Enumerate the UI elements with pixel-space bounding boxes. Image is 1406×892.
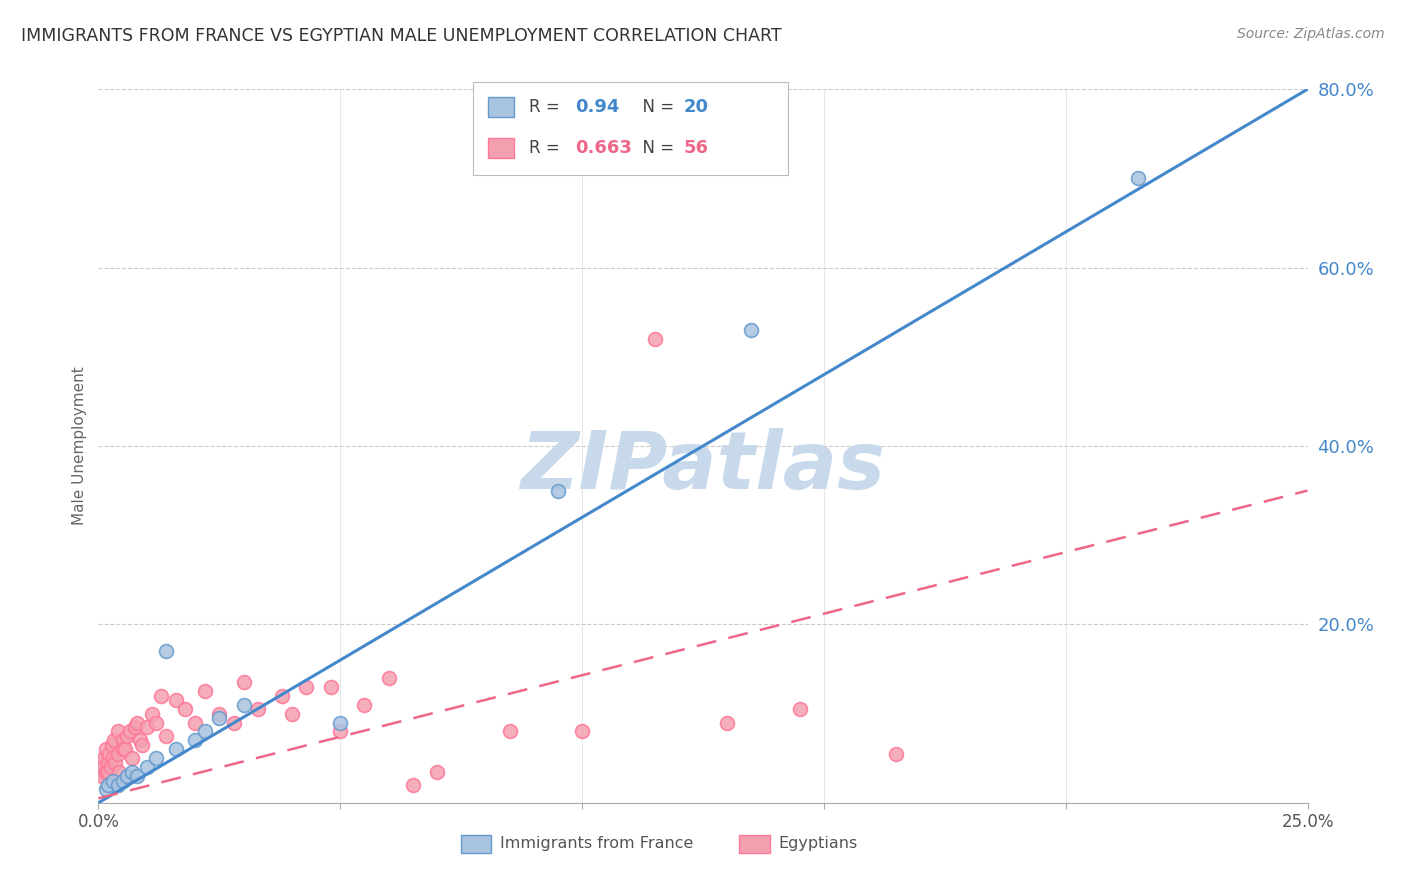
Point	[124, 720, 146, 734]
FancyBboxPatch shape	[740, 835, 769, 853]
FancyBboxPatch shape	[488, 97, 515, 118]
Point	[121, 751, 143, 765]
FancyBboxPatch shape	[461, 835, 492, 853]
Point	[93, 751, 115, 765]
Point	[104, 756, 127, 770]
Text: R =: R =	[529, 139, 565, 157]
Point	[155, 644, 177, 658]
Point	[1128, 171, 1150, 186]
Point	[114, 742, 136, 756]
Point	[101, 751, 124, 765]
Point	[271, 689, 294, 703]
Point	[155, 729, 177, 743]
Point	[377, 671, 399, 685]
Point	[98, 747, 121, 761]
Point	[247, 702, 270, 716]
Point	[117, 769, 139, 783]
Point	[128, 733, 150, 747]
Point	[118, 724, 141, 739]
Point	[127, 715, 149, 730]
Point	[107, 747, 129, 761]
Point	[107, 724, 129, 739]
Text: R =: R =	[529, 98, 565, 116]
Text: 56: 56	[683, 139, 709, 157]
Point	[101, 773, 124, 788]
Point	[222, 715, 245, 730]
Point	[91, 760, 114, 774]
Point	[101, 738, 124, 752]
Point	[131, 738, 153, 752]
Point	[94, 782, 117, 797]
Point	[121, 764, 143, 779]
Point	[103, 733, 125, 747]
FancyBboxPatch shape	[474, 82, 787, 175]
Point	[295, 680, 318, 694]
Point	[184, 715, 207, 730]
Point	[145, 751, 167, 765]
Point	[135, 720, 157, 734]
Point	[107, 778, 129, 792]
Text: N =: N =	[631, 98, 679, 116]
Text: 0.663: 0.663	[575, 139, 631, 157]
Point	[100, 760, 122, 774]
Point	[232, 698, 254, 712]
Point	[145, 715, 167, 730]
Point	[329, 715, 352, 730]
Point	[135, 760, 157, 774]
Text: N =: N =	[631, 139, 679, 157]
Point	[281, 706, 304, 721]
Text: ZIPatlas: ZIPatlas	[520, 428, 886, 507]
Point	[329, 724, 352, 739]
Point	[353, 698, 375, 712]
Point	[107, 764, 129, 779]
Point	[94, 764, 117, 779]
Point	[174, 702, 197, 716]
Point	[789, 702, 811, 716]
Point	[644, 332, 666, 346]
Point	[117, 729, 139, 743]
Text: Egyptians: Egyptians	[778, 836, 858, 851]
Point	[111, 733, 134, 747]
Point	[165, 742, 187, 756]
Point	[165, 693, 187, 707]
Point	[97, 764, 120, 779]
Point	[498, 724, 520, 739]
Point	[547, 483, 569, 498]
Point	[571, 724, 593, 739]
Point	[208, 711, 231, 725]
Point	[141, 706, 163, 721]
Point	[886, 747, 908, 761]
Point	[740, 323, 762, 337]
Point	[150, 689, 173, 703]
Text: Immigrants from France: Immigrants from France	[501, 836, 693, 851]
Y-axis label: Male Unemployment: Male Unemployment	[72, 367, 87, 525]
FancyBboxPatch shape	[488, 137, 515, 158]
Point	[319, 680, 342, 694]
Text: IMMIGRANTS FROM FRANCE VS EGYPTIAN MALE UNEMPLOYMENT CORRELATION CHART: IMMIGRANTS FROM FRANCE VS EGYPTIAN MALE …	[21, 27, 782, 45]
Point	[194, 684, 217, 698]
Text: Source: ZipAtlas.com: Source: ZipAtlas.com	[1237, 27, 1385, 41]
Point	[208, 706, 231, 721]
Text: 20: 20	[683, 98, 709, 116]
Point	[97, 778, 120, 792]
Point	[94, 742, 117, 756]
Point	[184, 733, 207, 747]
Text: 0.94: 0.94	[575, 98, 619, 116]
Point	[426, 764, 449, 779]
Point	[90, 764, 112, 779]
Point	[232, 675, 254, 690]
Point	[111, 773, 134, 788]
Point	[127, 769, 149, 783]
Point	[97, 756, 120, 770]
Point	[91, 769, 114, 783]
Point	[111, 742, 134, 756]
Point	[194, 724, 217, 739]
Point	[716, 715, 738, 730]
Point	[90, 756, 112, 770]
Point	[402, 778, 425, 792]
